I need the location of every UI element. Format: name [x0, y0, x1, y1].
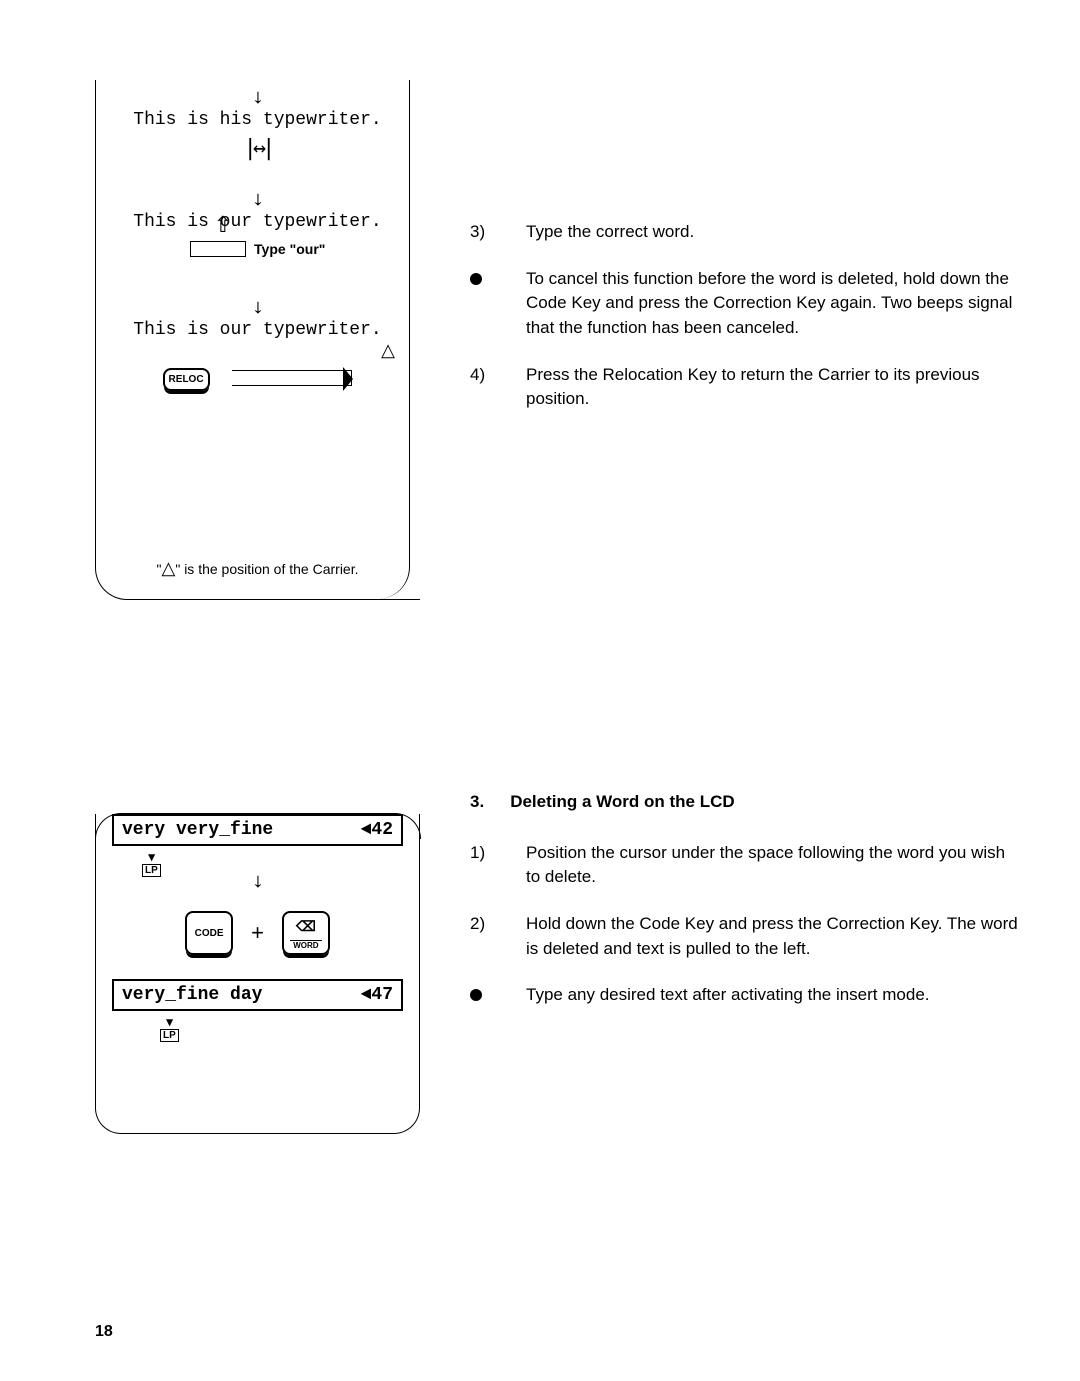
right-arrow-icon: [232, 370, 352, 386]
cursor-triangle-icon: ▼: [166, 1015, 173, 1029]
step-2: 2) Hold down the Code Key and press the …: [470, 912, 1020, 961]
bullet-icon: [470, 267, 502, 341]
down-arrow-icon: [106, 296, 409, 319]
carrier-note: "△" is the position of the Carrier.: [106, 558, 409, 579]
plus-icon: +: [251, 920, 264, 946]
step-1: 1) Position the cursor under the space f…: [470, 841, 1020, 890]
figure-2-box: very very_fine ◄42 ▼ LP CODE + ⌫ WORD: [95, 814, 420, 1134]
lp-label: LP: [160, 1029, 179, 1042]
step-marker: 1): [470, 841, 502, 890]
page: This is his typewriter. |↔| This is our …: [0, 0, 1080, 1381]
section-3-heading: 3. Deleting a Word on the LCD: [470, 790, 1020, 815]
figure-1-box: This is his typewriter. |↔| This is our …: [95, 80, 420, 600]
erase-icon: |↔|: [106, 136, 409, 161]
figure-1-column: This is his typewriter. |↔| This is our …: [95, 80, 420, 600]
carrier-triangle-icon: △: [106, 340, 409, 361]
section-title: Deleting a Word on the LCD: [510, 790, 734, 815]
step-marker: 2): [470, 912, 502, 961]
lcd2-text: very_fine day: [122, 985, 262, 1005]
key-combo-row: CODE + ⌫ WORD: [96, 911, 419, 955]
down-arrow-icon: [106, 86, 409, 109]
fig1-line2: This is our typewriter.: [106, 212, 409, 232]
step-text: Position the cursor under the space foll…: [526, 841, 1020, 890]
step-text: Hold down the Code Key and press the Cor…: [526, 912, 1020, 961]
page-number: 18: [95, 1323, 113, 1341]
code-key-icon: CODE: [185, 911, 233, 955]
step-4: 4) Press the Relocation Key to return th…: [470, 363, 1020, 412]
top-columns: This is his typewriter. |↔| This is our …: [95, 80, 1020, 600]
step-3: 3) Type the correct word.: [470, 220, 1020, 245]
step-text: Type the correct word.: [526, 220, 1020, 245]
word-key-icon: ⌫ WORD: [282, 911, 330, 955]
step-text: To cancel this function before the word …: [526, 267, 1020, 341]
steps-right-1: 3) Type the correct word. To cancel this…: [470, 80, 1020, 600]
step-bullet: To cancel this function before the word …: [470, 267, 1020, 341]
step-marker: 3): [470, 220, 502, 245]
lcd2-num: ◄47: [361, 985, 393, 1005]
section-3-column: 3. Deleting a Word on the LCD 1) Positio…: [470, 790, 1020, 1030]
type-our-label: Type "our": [254, 241, 325, 257]
step-bullet: Type any desired text after activating t…: [470, 983, 1020, 1008]
lp-label: LP: [142, 864, 161, 877]
lcd-display-2: very_fine day ◄47: [112, 979, 403, 1011]
fig1-line3: This is our typewriter.: [106, 320, 409, 340]
down-arrow-icon: [106, 188, 409, 211]
lp-row-1: ▼ LP: [112, 852, 403, 870]
lp-row-2: ▼ LP: [112, 1017, 403, 1035]
bullet-icon: [470, 983, 502, 1008]
row-2: very very_fine ◄42 ▼ LP CODE + ⌫ WORD: [95, 790, 1020, 1134]
up-arrow-icon: ⇧: [214, 212, 232, 238]
reloc-key-icon: RELOC: [163, 368, 210, 391]
step-text: Press the Relocation Key to return the C…: [526, 363, 1020, 412]
backspace-icon: ⌫: [296, 918, 316, 935]
word-key-label: WORD: [290, 940, 321, 950]
type-our-callout: ⇧ Type "our": [190, 240, 326, 258]
fig1-line1: This is his typewriter.: [106, 110, 409, 130]
cursor-triangle-icon: ▼: [148, 850, 155, 864]
figure-2-column: very very_fine ◄42 ▼ LP CODE + ⌫ WORD: [95, 790, 420, 1134]
step-marker: 4): [470, 363, 502, 412]
step-text: Type any desired text after activating t…: [526, 983, 1020, 1008]
section-number: 3.: [470, 790, 484, 815]
